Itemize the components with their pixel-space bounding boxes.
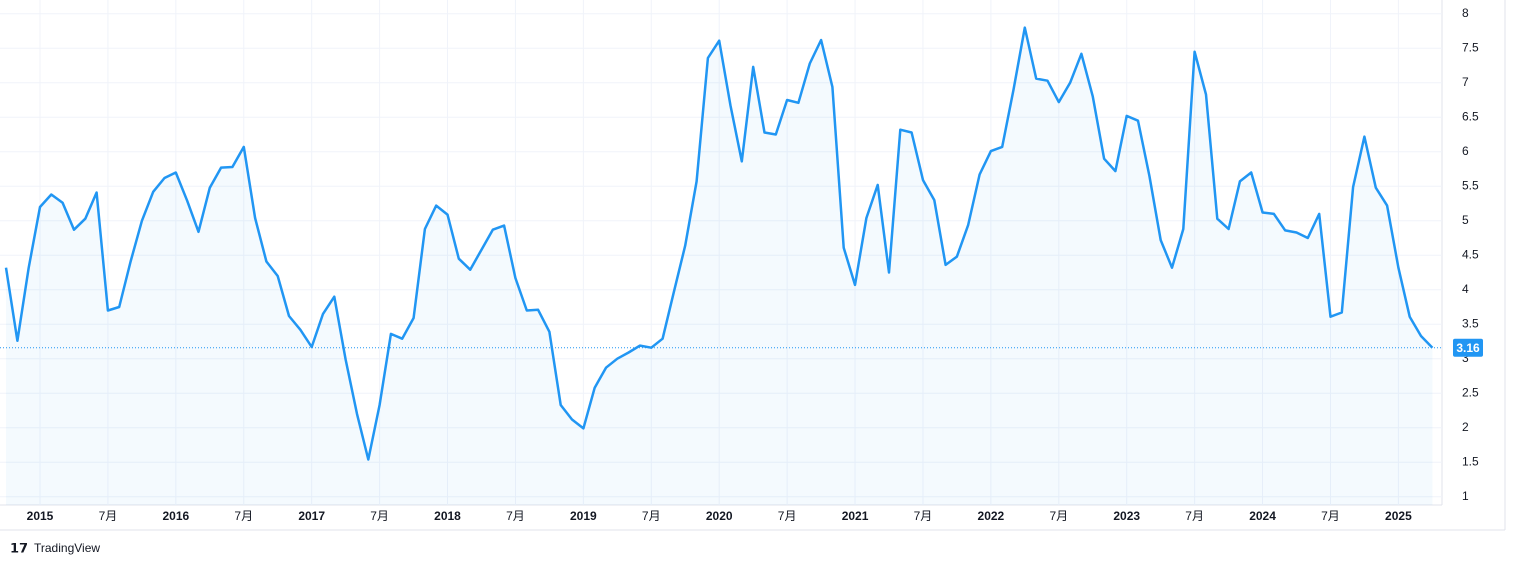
x-tick-label: 2015 bbox=[27, 509, 54, 523]
x-tick-label: 2022 bbox=[978, 509, 1005, 523]
y-tick-label: 8 bbox=[1462, 6, 1469, 20]
x-tick-label: 7月 bbox=[506, 509, 525, 523]
line bbox=[4, 26, 1434, 461]
y-tick-label: 5.5 bbox=[1462, 178, 1479, 192]
x-tick-label: 7月 bbox=[1185, 509, 1204, 523]
y-tick-label: 2.5 bbox=[1462, 385, 1479, 399]
logo: 𝟭𝟳 TradingView bbox=[10, 540, 100, 555]
y-tick-label: 6.5 bbox=[1462, 109, 1479, 123]
x-tick-label: 7月 bbox=[370, 509, 389, 523]
y-tick-label: 7 bbox=[1462, 75, 1469, 89]
x-tick-label: 7月 bbox=[778, 509, 797, 523]
logo-mark: 𝟭𝟳 bbox=[10, 540, 28, 555]
x-tick-label: 2019 bbox=[570, 509, 597, 523]
x-tick-label: 2024 bbox=[1249, 509, 1276, 523]
area-fill bbox=[6, 27, 1433, 505]
last-price-label: 3.16 bbox=[1456, 341, 1480, 355]
x-tick-label: 2016 bbox=[162, 509, 189, 523]
y-tick-label: 6 bbox=[1462, 144, 1469, 158]
last-price-badge bbox=[1453, 338, 1483, 357]
y-tick-label: 4.5 bbox=[1462, 247, 1479, 261]
y-tick-label: 5 bbox=[1462, 213, 1469, 227]
y-tick-label: 4 bbox=[1462, 282, 1469, 296]
x-tick-label: 7月 bbox=[914, 509, 933, 523]
x-tick-label: 7月 bbox=[1049, 509, 1068, 523]
x-tick-label: 7月 bbox=[642, 509, 661, 523]
x-tick-label: 7月 bbox=[1321, 509, 1340, 523]
x-tick-label: 7月 bbox=[234, 509, 253, 523]
x-tick-label: 7月 bbox=[99, 509, 118, 523]
y-tick-label: 2 bbox=[1462, 420, 1469, 434]
y-tick-label: 3.5 bbox=[1462, 316, 1479, 330]
x-tick-label: 2025 bbox=[1385, 509, 1412, 523]
y-tick-label: 1.5 bbox=[1462, 454, 1479, 468]
y-tick-label: 1 bbox=[1462, 489, 1469, 503]
y-tick-label: 7.5 bbox=[1462, 40, 1479, 54]
x-tick-label: 2018 bbox=[434, 509, 461, 523]
x-tick-label: 2023 bbox=[1113, 509, 1140, 523]
x-tick-label: 2020 bbox=[706, 509, 733, 523]
y-tick-label: 3 bbox=[1462, 351, 1469, 365]
branding: TradingView bbox=[34, 541, 100, 555]
x-tick-label: 2017 bbox=[298, 509, 325, 523]
x-tick-label: 2021 bbox=[842, 509, 869, 523]
